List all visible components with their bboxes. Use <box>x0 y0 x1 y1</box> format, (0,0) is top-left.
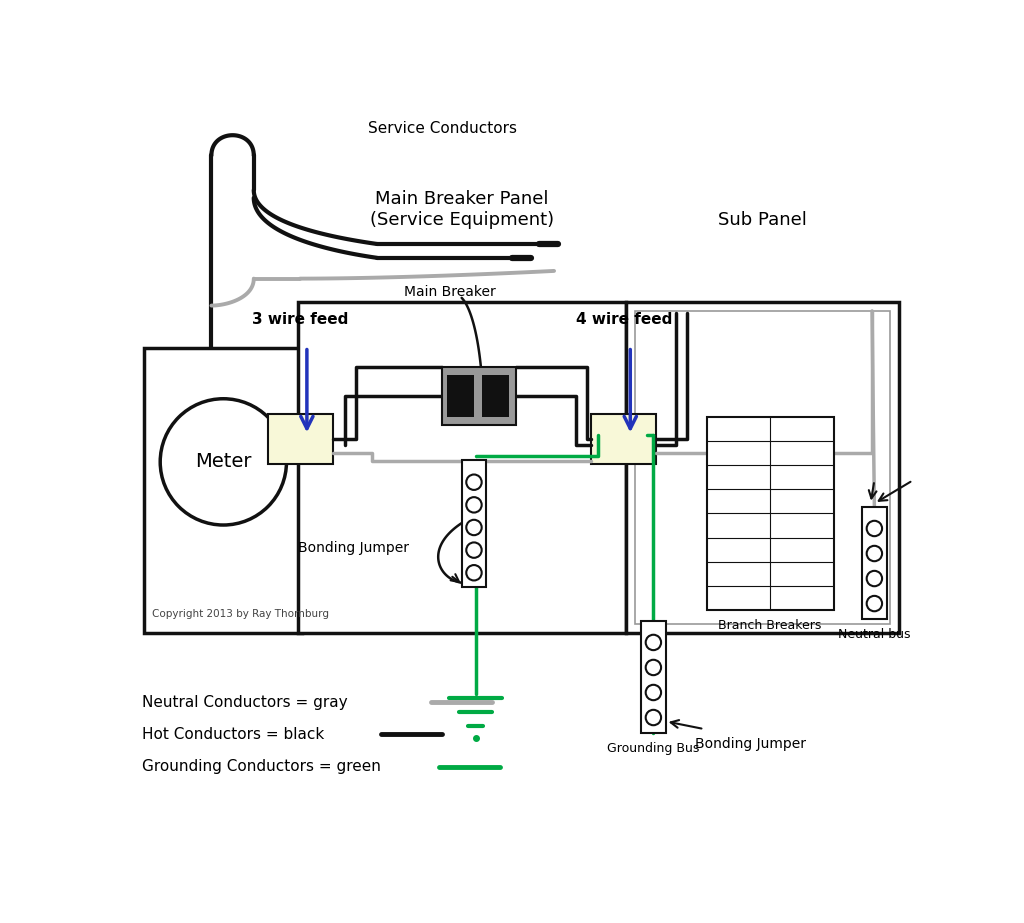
Text: Grounding Bus: Grounding Bus <box>607 742 699 755</box>
Text: Meter: Meter <box>196 452 252 472</box>
Text: Main Breaker Panel
(Service Equipment): Main Breaker Panel (Service Equipment) <box>370 190 554 229</box>
Bar <box>298 302 626 633</box>
Text: Neutral Conductors = gray: Neutral Conductors = gray <box>142 695 348 710</box>
Bar <box>267 414 333 464</box>
Bar <box>591 414 656 464</box>
Text: Sub Panel: Sub Panel <box>718 210 806 229</box>
Text: Bonding Jumper: Bonding Jumper <box>298 541 410 555</box>
Bar <box>635 311 890 624</box>
Text: Hot Conductors = black: Hot Conductors = black <box>142 727 325 742</box>
Bar <box>707 417 834 610</box>
Text: Copyright 2013 by Ray Thornburg: Copyright 2013 by Ray Thornburg <box>153 609 329 619</box>
Bar <box>447 375 474 417</box>
Bar <box>641 621 666 733</box>
Text: 3 wire feed: 3 wire feed <box>252 313 348 328</box>
Bar <box>462 460 486 587</box>
Text: Main Breaker: Main Breaker <box>403 284 496 299</box>
Text: Branch Breakers: Branch Breakers <box>719 619 821 632</box>
Text: Grounding Conductors = green: Grounding Conductors = green <box>142 760 381 774</box>
Text: Neutral bus: Neutral bus <box>838 629 910 641</box>
Text: 4 wire feed: 4 wire feed <box>575 313 672 328</box>
Bar <box>144 348 302 633</box>
Text: Bonding Jumper: Bonding Jumper <box>695 737 806 750</box>
Bar <box>442 367 515 425</box>
Text: Service Conductors: Service Conductors <box>368 121 517 136</box>
Bar <box>626 302 899 633</box>
Bar <box>482 375 509 417</box>
Bar <box>862 508 887 619</box>
